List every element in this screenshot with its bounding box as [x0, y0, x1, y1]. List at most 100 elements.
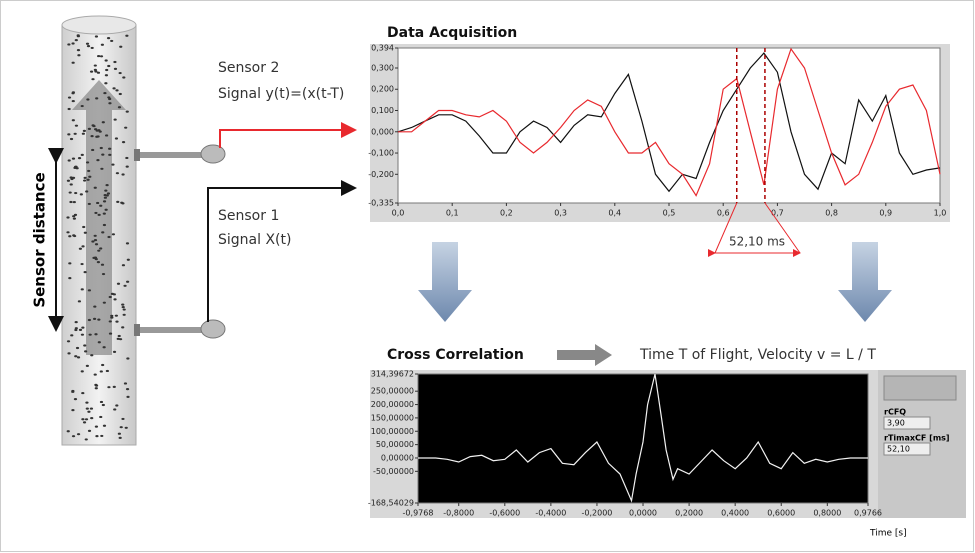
particle	[72, 234, 75, 236]
particle	[78, 300, 81, 302]
x-tick-label: 0,0	[392, 209, 405, 218]
particle	[103, 200, 106, 202]
particle	[94, 373, 97, 375]
chart-title: Data Acquisition	[387, 25, 517, 41]
particle	[72, 100, 75, 102]
particle	[91, 78, 94, 80]
particle	[81, 370, 84, 372]
y-tick-label: -0,100	[368, 149, 394, 158]
particle	[104, 82, 107, 84]
x-tick-label: -0,4000	[535, 509, 566, 518]
x-tick-label: 0,8	[825, 209, 838, 218]
particle	[109, 296, 112, 298]
particle	[81, 288, 84, 290]
particle	[72, 158, 75, 160]
particle	[93, 305, 96, 307]
control-panel: rCFQ 3,90 rTimaxCF [ms] 52,10	[878, 370, 966, 518]
particle	[104, 197, 107, 199]
particle	[68, 108, 71, 110]
particle	[67, 133, 70, 135]
particle	[116, 172, 119, 174]
particle	[80, 263, 83, 265]
y-tick-label: 0,200	[371, 85, 394, 94]
x-tick-label: -0,6000	[489, 509, 520, 518]
x-tick-label: 0,2	[500, 209, 513, 218]
particle	[75, 327, 78, 329]
x-tick-label: -0,9768	[403, 509, 434, 518]
particle	[109, 320, 112, 322]
particle	[72, 119, 75, 121]
particle	[81, 105, 84, 107]
particle	[95, 385, 98, 387]
particle	[84, 177, 87, 179]
particle	[103, 346, 106, 348]
x-tick-label: 0,5	[663, 209, 676, 218]
x-tick-label: 0,0000	[629, 509, 657, 518]
particle	[73, 201, 76, 203]
label: Sensor 2	[218, 60, 279, 76]
x-tick-label: 0,4	[608, 209, 621, 218]
x-tick-label: 0,4000	[721, 509, 749, 518]
particle	[81, 154, 84, 156]
delay-label: 52,10 ms	[729, 235, 785, 249]
chart-title: Cross Correlation	[387, 347, 524, 363]
particle	[115, 89, 118, 91]
particle	[74, 329, 77, 331]
particle	[123, 308, 126, 310]
particle	[87, 170, 90, 172]
particle	[83, 421, 86, 423]
particle	[69, 191, 72, 193]
particle	[98, 341, 101, 343]
particle	[123, 285, 126, 287]
diagram: Sensor distance Sensor 2 Signal y(t)=(x(…	[0, 0, 975, 553]
y-tick-label: -50,00000	[373, 467, 414, 476]
y-tick-label: 250,00000	[371, 387, 414, 396]
particle	[125, 35, 128, 37]
particle	[74, 355, 77, 357]
particle	[89, 334, 92, 336]
particle	[79, 329, 82, 331]
particle	[87, 45, 90, 47]
particle	[107, 65, 110, 67]
particle	[80, 193, 83, 195]
particle	[72, 435, 75, 437]
particle	[93, 318, 96, 320]
particle	[121, 326, 124, 328]
particle	[104, 190, 107, 192]
particle	[120, 426, 123, 428]
particle	[90, 135, 93, 137]
particle	[118, 106, 121, 108]
x-tick-label: 1,0	[934, 209, 947, 218]
particle	[84, 350, 87, 352]
particle	[84, 232, 87, 234]
particle	[111, 293, 114, 295]
particle	[97, 250, 100, 252]
particle	[124, 127, 127, 129]
particle	[100, 55, 103, 57]
particle	[94, 239, 97, 241]
particle	[85, 438, 88, 440]
particle	[77, 35, 80, 37]
particle	[70, 138, 73, 140]
particle	[113, 386, 116, 388]
particle	[115, 315, 118, 317]
x-tick-label: 0,8000	[813, 509, 841, 518]
plot-area	[398, 48, 940, 203]
particle	[77, 49, 80, 51]
particle	[109, 332, 112, 334]
particle	[70, 334, 73, 336]
particle	[125, 427, 128, 429]
y-tick-label: 0,00000	[381, 453, 414, 462]
particle	[81, 326, 84, 328]
particle	[96, 202, 99, 204]
panel-value: 52,10	[887, 445, 910, 454]
y-tick-label: -0,335	[368, 199, 394, 208]
particle	[97, 72, 100, 74]
particle	[122, 306, 125, 308]
panel-label: rCFQ	[884, 408, 906, 417]
particle	[84, 271, 87, 273]
particle	[95, 35, 98, 37]
particle	[105, 69, 108, 71]
particle	[100, 147, 103, 149]
particle	[107, 236, 110, 238]
